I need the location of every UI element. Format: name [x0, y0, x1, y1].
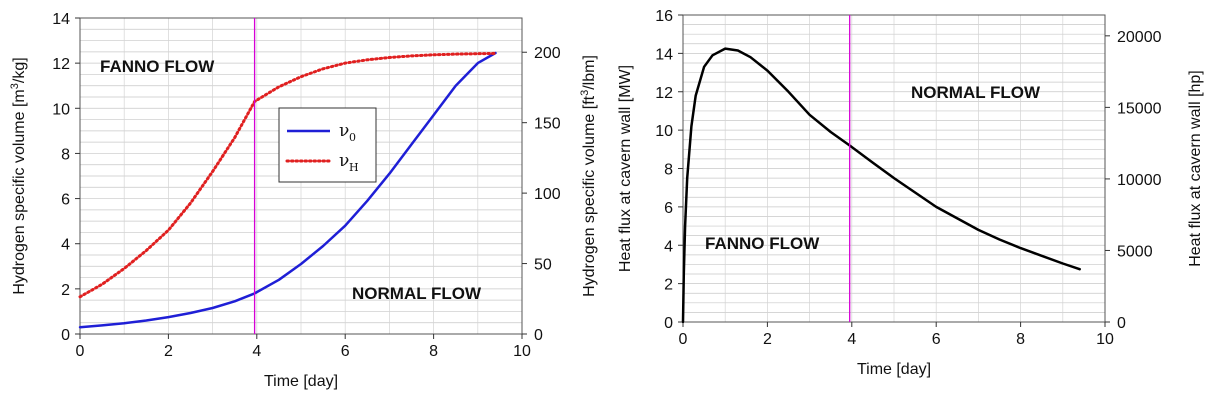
y2-axis-label: Hydrogen specific volume [ft3/lbm]	[579, 55, 598, 297]
legend-label-vh: ν	[339, 151, 349, 171]
y-axis-label-text: /kg]	[11, 57, 28, 83]
x-tick-label: 0	[76, 343, 85, 360]
plot-frame	[79, 17, 523, 335]
x-tick-label: 0	[679, 331, 688, 348]
y2-tick-label: 0	[1117, 315, 1126, 332]
y2-axis-label-text: Hydrogen specific volume [ft	[581, 95, 598, 297]
legend-label-v0: ν	[339, 121, 349, 141]
y-tick-label: 4	[61, 237, 70, 254]
x-tick-label: 2	[763, 331, 772, 348]
y-tick-label: 6	[61, 192, 70, 209]
y-axis-label: Hydrogen specific volume [m3/kg]	[9, 57, 28, 294]
y2-tick-label: 5000	[1117, 243, 1153, 260]
x-tick-label: 10	[513, 343, 531, 360]
y-axis-label-sup: 3	[9, 83, 21, 89]
x-tick-label: 6	[341, 343, 350, 360]
series-line-1	[78, 51, 497, 329]
annotation-fanno-flow: FANNO FLOW	[100, 57, 215, 76]
annotation-fanno-flow: FANNO FLOW	[705, 234, 820, 253]
y-tick-label: 0	[61, 327, 70, 344]
y2-tick-label: 0	[534, 327, 543, 344]
x-tick-label: 8	[1016, 331, 1025, 348]
y-tick-label: 2	[61, 282, 70, 299]
y-tick-label: 12	[655, 85, 673, 102]
y2-tick-label: 200	[534, 45, 561, 62]
y2-tick-label: 20000	[1117, 29, 1162, 46]
x-tick-label: 4	[847, 331, 856, 348]
y2-tick-label: 10000	[1117, 172, 1162, 189]
y-tick-label: 8	[664, 162, 673, 179]
y-tick-label: 4	[664, 238, 673, 255]
y-tick-label: 2	[664, 277, 673, 294]
y2-axis-label: Heat flux at cavern wall [hp]	[1187, 70, 1204, 267]
series-line-2	[78, 51, 497, 299]
y-axis-label-text: Hydrogen specific volume [m	[11, 89, 28, 294]
y-axis-label: Heat flux at cavern wall [MW]	[617, 65, 634, 272]
y2-tick-label: 100	[534, 186, 561, 203]
y-tick-label: 14	[52, 11, 70, 28]
chart-2: 0 2 4 6 8 10024681012141605000100001500020000…	[617, 8, 1204, 378]
y-tick-label: 0	[664, 315, 673, 332]
y-tick-label: 14	[655, 46, 673, 63]
y-tick-label: 10	[52, 101, 70, 118]
x-tick-label: 8	[429, 343, 438, 360]
annotation-normal-flow: NORMAL FLOW	[911, 83, 1041, 102]
legend-label-vh-sub: H	[349, 161, 359, 174]
annotation-normal-flow: NORMAL FLOW	[352, 284, 482, 303]
x-tick-label: 10	[1096, 331, 1114, 348]
y2-axis-label-text: /lbm]	[581, 55, 598, 90]
x-axis-label: Time [day]	[264, 373, 338, 390]
y2-axis-label-sup: 3	[579, 90, 591, 96]
y2-tick-label: 150	[534, 116, 561, 133]
x-axis-label: Time [day]	[857, 361, 931, 378]
y2-tick-label: 50	[534, 257, 552, 274]
legend-box	[278, 107, 377, 183]
x-tick-label: 2	[164, 343, 173, 360]
x-tick-label: 4	[252, 343, 261, 360]
series-line-1	[681, 47, 1081, 324]
legend: ν 0ν H	[278, 107, 377, 183]
y-tick-label: 10	[655, 123, 673, 140]
y-tick-label: 16	[655, 8, 673, 25]
y-tick-label: 8	[61, 146, 70, 163]
legend-label-v0-sub: 0	[349, 131, 356, 144]
y-tick-label: 6	[664, 200, 673, 217]
y-tick-label: 12	[52, 56, 70, 73]
x-tick-label: 6	[932, 331, 941, 348]
y2-tick-label: 15000	[1117, 100, 1162, 117]
